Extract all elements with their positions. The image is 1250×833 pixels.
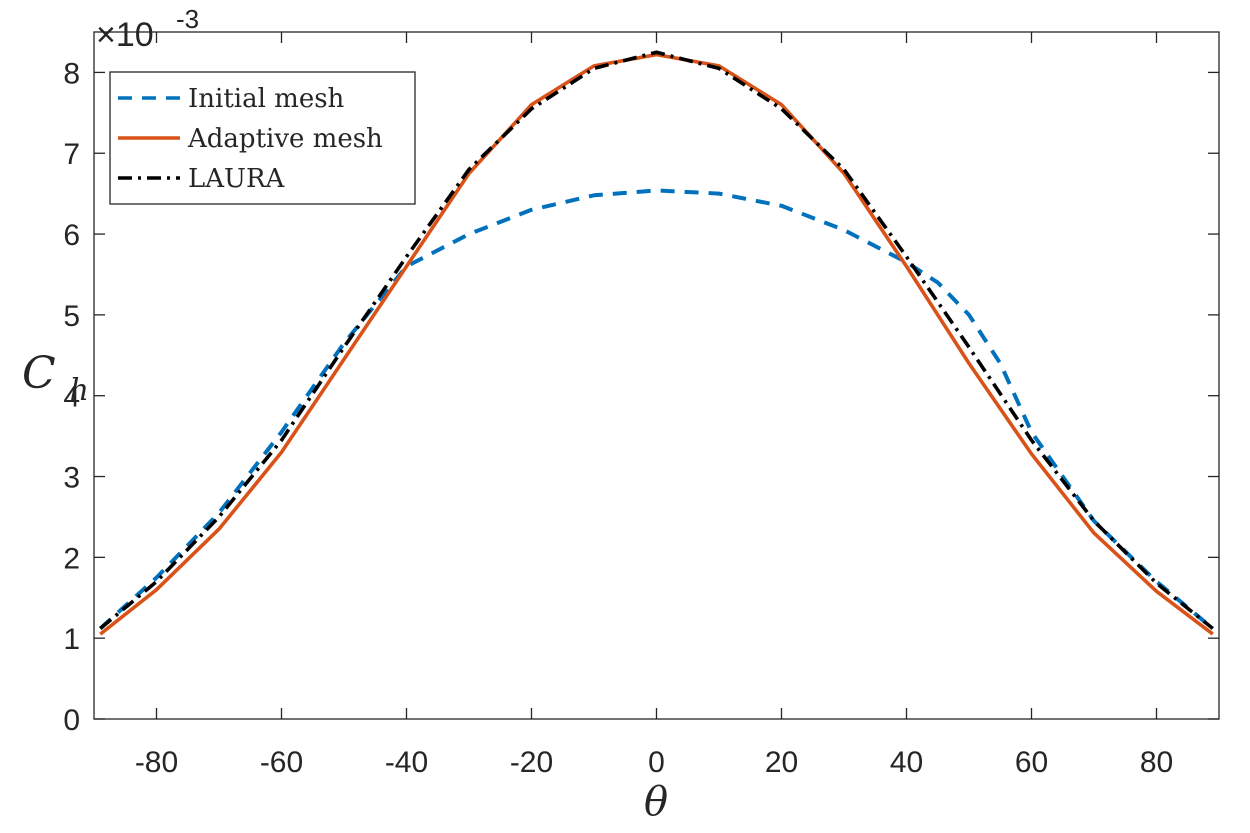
y-axis-title-main: C [22, 348, 56, 399]
x-tick-label: 40 [890, 746, 923, 779]
y-tick-label: 3 [63, 462, 80, 495]
y-axis-title-sub: h [70, 373, 89, 408]
x-tick-label: -20 [510, 746, 553, 779]
x-tick-label: 60 [1015, 746, 1048, 779]
series-layer [98, 50, 1215, 636]
x-tick-label: -40 [385, 746, 428, 779]
x-axis-title: θ [644, 779, 668, 825]
y-scale-exponent: -3 [176, 4, 199, 34]
y-tick-label: 6 [63, 219, 80, 252]
y-axis-ticks: 0 1 2 3 4 5 6 7 8 [63, 57, 1219, 737]
y-tick-label: 7 [63, 138, 80, 171]
legend-entry-label: Initial mesh [188, 84, 345, 114]
x-tick-label: 80 [1140, 746, 1173, 779]
y-tick-label: 5 [63, 300, 80, 333]
y-tick-label: 2 [63, 542, 80, 575]
x-axis-ticks: -80 -60 -40 -20 0 20 40 60 80 [135, 32, 1173, 779]
y-tick-label: 1 [63, 623, 80, 656]
legend-entry-label: Adaptive mesh [187, 124, 383, 154]
x-tick-label: 0 [648, 746, 665, 779]
x-tick-label: 20 [765, 746, 798, 779]
legend-entry-label: LAURA [188, 164, 286, 194]
y-axis-title: C h [22, 348, 89, 408]
series-line-adaptive-mesh [99, 52, 1214, 636]
series-line-initial-mesh [98, 188, 1215, 631]
y-tick-label: 4 [63, 381, 80, 414]
y-tick-label: 0 [63, 704, 80, 737]
x-tick-label: -60 [260, 746, 303, 779]
series-line-laura [99, 50, 1214, 630]
y-tick-label: 8 [63, 57, 80, 90]
y-scale-label: ×10 [96, 16, 154, 54]
x-tick-label: -80 [135, 746, 178, 779]
legend: Initial mesh Adaptive mesh LAURA [109, 71, 416, 205]
